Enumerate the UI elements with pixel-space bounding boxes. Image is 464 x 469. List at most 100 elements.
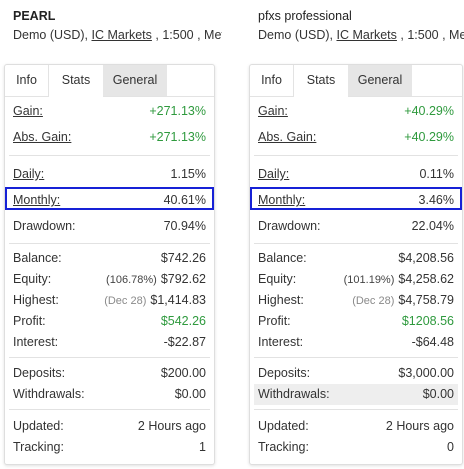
- divider: [9, 243, 210, 244]
- tab-general[interactable]: General: [103, 65, 167, 96]
- account-type: Demo (USD),: [258, 28, 337, 42]
- stat-row-updated: Updated: 2 Hours ago: [254, 417, 458, 436]
- abs-gain-value: +40.29%: [404, 130, 454, 144]
- daily-label[interactable]: Daily:: [13, 167, 45, 181]
- highest-date: (Dec 28): [104, 295, 147, 307]
- monthly-value: 3.46%: [418, 193, 454, 207]
- profit-label: Profit:: [13, 314, 46, 328]
- stat-row-deposits: Deposits: $200.00: [9, 364, 210, 383]
- tracking-label: Tracking:: [13, 440, 64, 454]
- abs-gain-label[interactable]: Abs. Gain:: [258, 130, 317, 144]
- stat-row-deposits: Deposits: $3,000.00: [254, 364, 458, 383]
- daily-value: 0.11%: [419, 167, 454, 181]
- stat-row-interest: Interest: -$22.87: [9, 333, 210, 352]
- interest-label: Interest:: [13, 335, 59, 349]
- stat-row-drawdown: Drawdown: 70.94%: [9, 217, 210, 236]
- stat-row-tracking: Tracking: 1: [9, 438, 210, 457]
- stat-row-highest: Highest: (Dec 28) $4,758.79: [254, 291, 458, 310]
- balance-value: $4,208.56: [398, 251, 454, 265]
- account-title[interactable]: PEARL: [13, 9, 56, 23]
- balance-value: $742.26: [160, 251, 206, 265]
- broker-link[interactable]: IC Markets: [336, 28, 397, 42]
- updated-value: 2 Hours ago: [137, 419, 206, 433]
- drawdown-value: 22.04%: [411, 219, 454, 233]
- drawdown-value: 70.94%: [163, 219, 206, 233]
- tab-stats[interactable]: Stats: [293, 65, 349, 97]
- stat-row-abs-gain: Abs. Gain: +40.29%: [254, 128, 458, 147]
- gain-label[interactable]: Gain:: [258, 104, 288, 118]
- divider: [9, 357, 210, 358]
- stat-row-daily: Daily: 0.11%: [254, 165, 458, 184]
- drawdown-label: Drawdown:: [258, 219, 321, 233]
- equity-value: $792.62: [160, 272, 206, 286]
- stat-row-profit: Profit: $1208.56: [254, 312, 458, 331]
- stat-row-interest: Interest: -$64.48: [254, 333, 458, 352]
- stat-row-profit: Profit: $542.26: [9, 312, 210, 331]
- withdrawals-label: Withdrawals:: [258, 387, 330, 401]
- account-type: Demo (USD),: [13, 28, 92, 42]
- equity-percent: (101.19%): [343, 274, 395, 286]
- tracking-value: 0: [447, 440, 454, 454]
- divider: [254, 357, 458, 358]
- account-leverage-platform: , 1:500 , MetaT: [400, 28, 464, 42]
- profit-label: Profit:: [258, 314, 291, 328]
- monthly-highlight-box: [5, 187, 214, 210]
- account-title[interactable]: pfxs professional: [258, 9, 352, 23]
- monthly-label[interactable]: Monthly:: [258, 193, 306, 207]
- highest-value: $4,758.79: [398, 293, 454, 307]
- stats-card: Info Stats General Gain: +40.29% Abs. Ga…: [249, 64, 463, 465]
- highest-value: $1,414.83: [150, 293, 206, 307]
- stat-row-withdrawals: Withdrawals: $0.00: [254, 384, 458, 405]
- divider: [254, 155, 458, 156]
- daily-label[interactable]: Daily:: [258, 167, 290, 181]
- interest-value: -$64.48: [411, 335, 454, 349]
- withdrawals-value: $0.00: [174, 387, 206, 401]
- daily-value: 1.15%: [170, 167, 206, 181]
- updated-label: Updated:: [258, 419, 309, 433]
- deposits-label: Deposits:: [13, 366, 66, 380]
- highest-label: Highest:: [258, 293, 304, 307]
- tab-info[interactable]: Info: [16, 73, 37, 87]
- stat-row-equity: Equity: (106.78%) $792.62: [9, 270, 210, 289]
- divider: [9, 409, 210, 410]
- stat-row-daily: Daily: 1.15%: [9, 165, 210, 184]
- equity-percent: (106.78%): [106, 274, 157, 286]
- stat-row-gain: Gain: +271.13%: [9, 102, 210, 121]
- equity-label: Equity:: [258, 272, 297, 286]
- stats-card: Info Stats General Gain: +271.13% Abs. G…: [4, 64, 215, 465]
- account-leverage-platform: , 1:500 , MetaT: [155, 28, 222, 42]
- tab-general[interactable]: General: [348, 65, 412, 96]
- stat-row-monthly: Monthly: 3.46%: [254, 191, 458, 210]
- equity-label: Equity:: [13, 272, 52, 286]
- drawdown-label: Drawdown:: [13, 219, 76, 233]
- tracking-label: Tracking:: [258, 440, 309, 454]
- tab-stats[interactable]: Stats: [48, 65, 104, 97]
- tab-bar: Info Stats General: [250, 65, 462, 97]
- interest-value: -$22.87: [163, 335, 206, 349]
- balance-label: Balance:: [258, 251, 307, 265]
- updated-value: 2 Hours ago: [385, 419, 454, 433]
- stat-row-drawdown: Drawdown: 22.04%: [254, 217, 458, 236]
- monthly-highlight-box: [250, 187, 462, 210]
- updated-label: Updated:: [13, 419, 64, 433]
- gain-label[interactable]: Gain:: [13, 104, 43, 118]
- deposits-label: Deposits:: [258, 366, 311, 380]
- stat-row-equity: Equity: (101.19%) $4,258.62: [254, 270, 458, 289]
- tab-info[interactable]: Info: [261, 73, 282, 87]
- interest-label: Interest:: [258, 335, 304, 349]
- divider: [254, 409, 458, 410]
- gain-value: +271.13%: [149, 104, 206, 118]
- abs-gain-label[interactable]: Abs. Gain:: [13, 130, 72, 144]
- profit-value: $542.26: [160, 314, 206, 328]
- tab-bar: Info Stats General: [5, 65, 214, 97]
- balance-label: Balance:: [13, 251, 62, 265]
- highest-label: Highest:: [13, 293, 59, 307]
- highest-date: (Dec 28): [352, 295, 395, 307]
- stat-row-withdrawals: Withdrawals: $0.00: [9, 385, 210, 404]
- monthly-value: 40.61%: [163, 193, 206, 207]
- tracking-value: 1: [199, 440, 206, 454]
- stat-row-tracking: Tracking: 0: [254, 438, 458, 457]
- broker-link[interactable]: IC Markets: [91, 28, 152, 42]
- monthly-label[interactable]: Monthly:: [13, 193, 61, 207]
- stat-row-balance: Balance: $742.26: [9, 249, 210, 268]
